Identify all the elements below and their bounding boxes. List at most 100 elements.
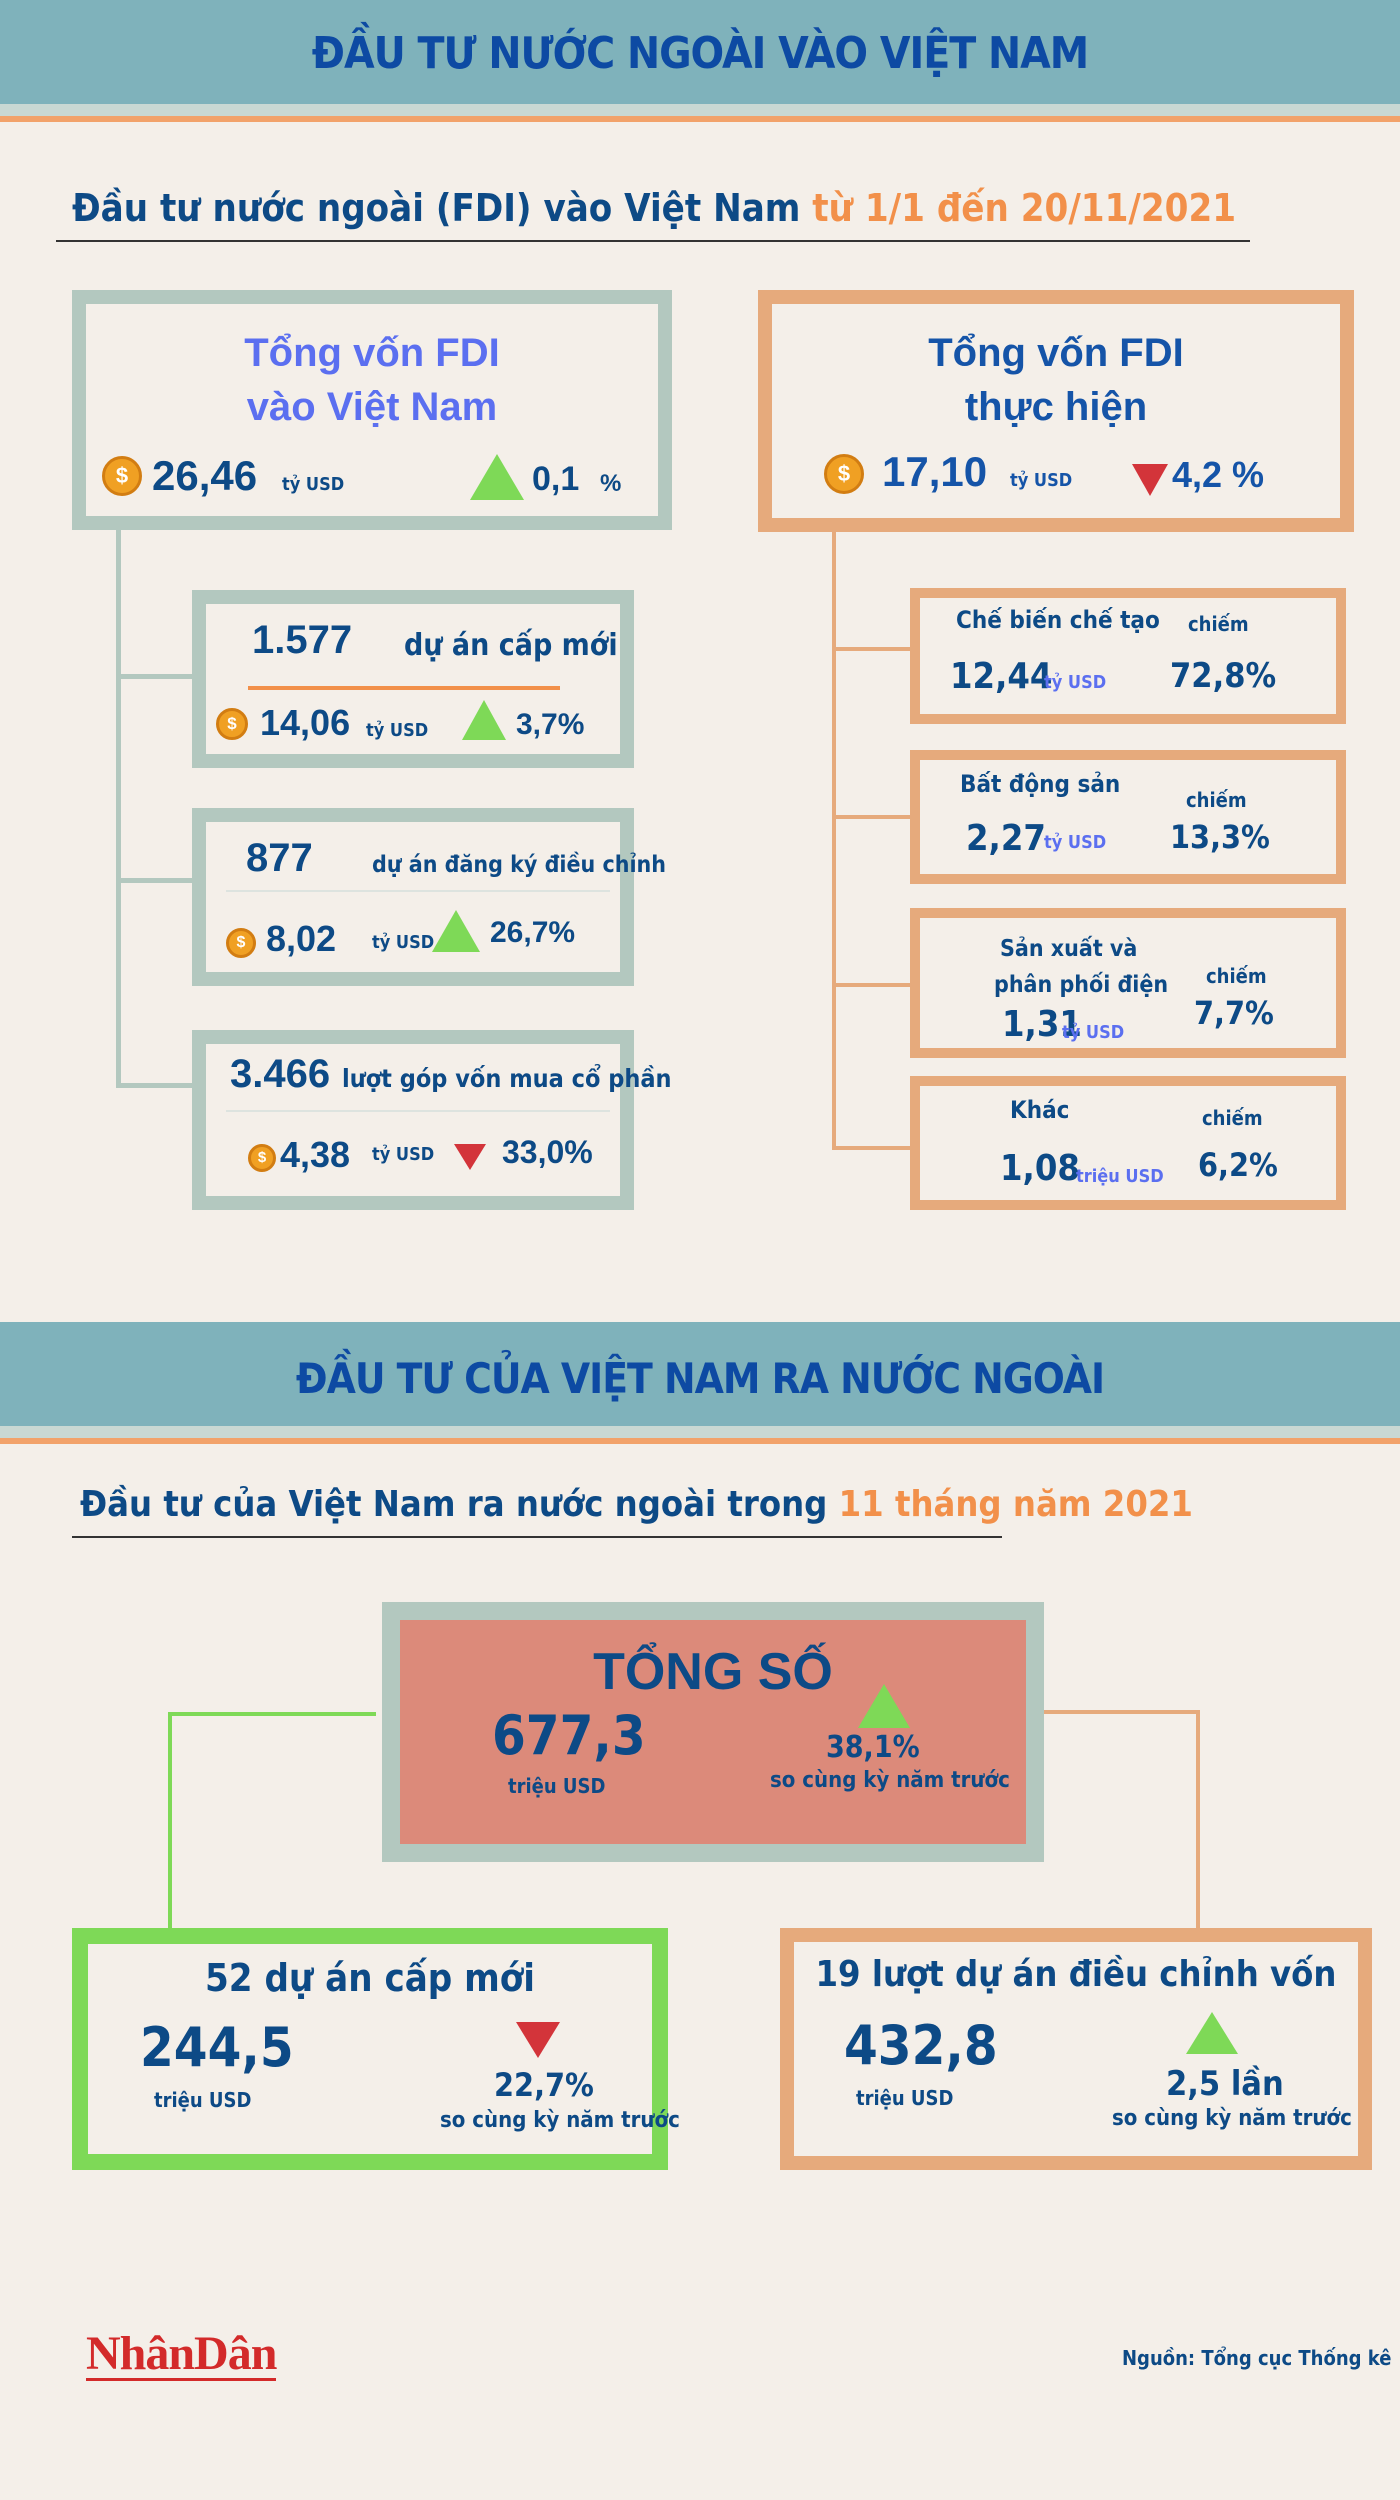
subtitle-underline — [72, 1536, 1002, 1538]
new-projects-divider — [248, 686, 560, 690]
sector-share-label: chiếm — [1206, 964, 1267, 988]
adjust-compare: so cùng kỳ năm trước — [1112, 2106, 1352, 2131]
total-value: 677,3 — [492, 1704, 646, 1767]
coin-icon: $ — [824, 454, 864, 494]
arrow-up-icon — [1186, 2012, 1238, 2054]
adjust-change: 2,5 lần — [1166, 2064, 1284, 2104]
right-branch-4 — [832, 1146, 912, 1150]
green-connector-h — [170, 1712, 376, 1716]
adjusted-count: 877 — [246, 836, 313, 880]
section2-subtitle: Đầu tư của Việt Nam ra nước ngoài trong … — [80, 1484, 1193, 1525]
total-fdi-value: 26,46 — [152, 452, 258, 499]
section2-subtitle-main: Đầu tư của Việt Nam ra nước ngoài trong — [80, 1484, 839, 1525]
right-branch-3 — [832, 983, 912, 987]
adjust-unit: triệu USD — [856, 2086, 954, 2110]
banner-stripe — [0, 104, 1400, 116]
orange-connector-v — [1196, 1710, 1200, 1928]
section2-subtitle-accent: 11 tháng năm 2021 — [838, 1484, 1193, 1525]
coin-icon: $ — [102, 456, 142, 496]
section1-banner — [0, 0, 1400, 104]
realized-value: 17,10 — [882, 448, 988, 495]
new-projects-label: dự án cấp mới — [404, 628, 618, 663]
banner-stripe — [0, 1426, 1400, 1438]
sector-name: Chế biến chế tạo — [956, 606, 1160, 634]
new-compare: so cùng kỳ năm trước — [440, 2108, 680, 2133]
section1-subtitle-accent: từ 1/1 đến 20/11/2021 — [812, 186, 1237, 230]
nhandan-logo: NhânDân — [86, 2327, 277, 2381]
capital-value: 4,38 — [280, 1134, 351, 1175]
green-connector-v — [168, 1712, 172, 1928]
realized-title-line1: Tổng vốn FDI — [928, 331, 1184, 375]
total-title: TỔNG SỐ — [593, 1643, 833, 1701]
new-projects-count: 1.577 — [252, 618, 353, 662]
sector-share-label: chiếm — [1188, 612, 1249, 636]
section1-banner-title: ĐẦU TƯ NƯỚC NGOÀI VÀO VIỆT NAM — [311, 28, 1089, 79]
coin-icon: $ — [216, 708, 248, 740]
coin-icon: $ — [248, 1144, 276, 1172]
sector-card-real-estate: Bất động sản chiếm 2,27 tỷ USD 13,3% — [910, 750, 1346, 884]
total-fdi-change-unit: % — [600, 470, 622, 497]
sector-card-electricity: Sản xuất và phân phối điện chiếm 1,31 tỷ… — [910, 908, 1346, 1058]
outbound-adjust-card: 19 lượt dự án điều chỉnh vốn 432,8 triệu… — [780, 1928, 1372, 2170]
subtitle-underline — [56, 240, 1250, 242]
section1-subtitle-main: Đầu tư nước ngoài (FDI) vào Việt Nam — [72, 186, 813, 230]
capital-unit: tỷ USD — [372, 1144, 435, 1165]
total-change: 38,1% — [826, 1730, 920, 1765]
realized-title: Tổng vốn FDI thực hiện — [772, 326, 1340, 434]
sector-name: Khác — [1010, 1096, 1070, 1124]
source-note: Nguồn: Tổng cục Thống kê — [1122, 2346, 1392, 2370]
realized-unit: tỷ USD — [1010, 470, 1073, 491]
section2-banner — [0, 1322, 1400, 1426]
arrow-up-icon — [462, 700, 506, 740]
new-projects-value: 14,06 — [260, 702, 351, 743]
total-fdi-title: Tổng vốn FDI vào Việt Nam — [86, 326, 658, 434]
adjusted-projects-card: 877 dự án đăng ký điều chỉnh $ 8,02 tỷ U… — [192, 808, 666, 986]
arrow-down-icon — [454, 1144, 486, 1170]
sector-value: 2,27 — [966, 818, 1046, 859]
section2-banner-title: ĐẦU TƯ CỦA VIỆT NAM RA NƯỚC NGOÀI — [295, 1354, 1105, 1403]
realized-change: 4,2 % — [1172, 454, 1265, 495]
capital-change: 33,0% — [502, 1134, 593, 1170]
adjusted-change: 26,7% — [490, 916, 576, 949]
sector-value: 12,44 — [950, 656, 1053, 697]
section1-subtitle: Đầu tư nước ngoài (FDI) vào Việt Nam từ … — [72, 186, 1236, 230]
coin-icon: $ — [226, 928, 256, 958]
total-fdi-title-line1: Tổng vốn FDI — [244, 331, 500, 375]
sector-share: 7,7% — [1194, 994, 1274, 1032]
sector-share-label: chiếm — [1202, 1106, 1263, 1130]
adjusted-value: 8,02 — [266, 918, 337, 959]
sector-share-label: chiếm — [1186, 788, 1247, 812]
sector-unit: triệu USD — [1076, 1166, 1164, 1187]
outbound-total-card: TỔNG SỐ 677,3 triệu USD 38,1% so cùng kỳ… — [382, 1602, 1044, 1862]
total-fdi-unit: tỷ USD — [282, 474, 345, 495]
left-tree-trunk — [116, 528, 121, 1088]
sector-share: 72,8% — [1170, 656, 1277, 696]
sector-card-manufacturing: Chế biến chế tạo chiếm 12,44 tỷ USD 72,8… — [910, 588, 1346, 724]
sector-value: 1,08 — [1000, 1148, 1080, 1189]
total-compare: so cùng kỳ năm trước — [770, 1768, 1010, 1793]
sector-unit: tỷ USD — [1062, 1022, 1125, 1043]
left-branch-2 — [116, 878, 196, 883]
outbound-new-card: 52 dự án cấp mới 244,5 triệu USD 22,7% s… — [72, 1928, 680, 2170]
adjusted-label: dự án đăng ký điều chỉnh — [372, 852, 667, 878]
adjust-value: 432,8 — [844, 2014, 998, 2077]
right-branch-1 — [832, 647, 912, 651]
new-projects-card: 1.577 dự án cấp mới $ 14,06 tỷ USD 3,7% — [192, 590, 634, 768]
new-change: 22,7% — [494, 2066, 594, 2104]
arrow-down-icon — [1132, 464, 1168, 496]
capital-count: 3.466 — [230, 1052, 331, 1096]
sector-share: 6,2% — [1198, 1146, 1278, 1184]
sector-unit: tỷ USD — [1044, 832, 1107, 853]
sector-unit: tỷ USD — [1044, 672, 1107, 693]
sector-share: 13,3% — [1170, 818, 1270, 856]
sector-card-other: Khác chiếm 1,08 triệu USD 6,2% — [910, 1076, 1346, 1210]
left-branch-3 — [116, 1083, 196, 1088]
banner-stripe-orange — [0, 116, 1400, 122]
sector-name-line1: Sản xuất và — [1000, 936, 1138, 962]
capital-divider — [226, 1110, 610, 1112]
new-value: 244,5 — [140, 2016, 294, 2079]
capital-label: lượt góp vốn mua cổ phần — [342, 1064, 672, 1093]
arrow-up-icon — [432, 910, 480, 952]
adjusted-divider — [226, 890, 610, 892]
new-title: 52 dự án cấp mới — [205, 1956, 535, 2000]
